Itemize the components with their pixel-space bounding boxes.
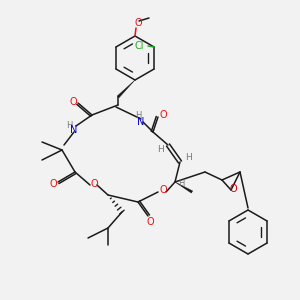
Text: H: H — [135, 112, 141, 121]
Text: O: O — [69, 97, 77, 107]
Text: H: H — [178, 179, 184, 188]
Text: Cl: Cl — [135, 41, 144, 51]
Text: O: O — [229, 184, 237, 194]
Polygon shape — [175, 182, 193, 193]
Text: H: H — [66, 122, 72, 130]
Text: O: O — [159, 110, 167, 120]
Text: O: O — [159, 185, 167, 195]
Text: O: O — [146, 217, 154, 227]
Text: N: N — [70, 125, 78, 135]
Text: N: N — [137, 117, 145, 127]
Text: O: O — [49, 179, 57, 189]
Text: O: O — [134, 18, 142, 28]
Polygon shape — [117, 80, 135, 98]
Text: H: H — [157, 145, 164, 154]
Text: H: H — [184, 154, 191, 163]
Text: O: O — [90, 179, 98, 189]
